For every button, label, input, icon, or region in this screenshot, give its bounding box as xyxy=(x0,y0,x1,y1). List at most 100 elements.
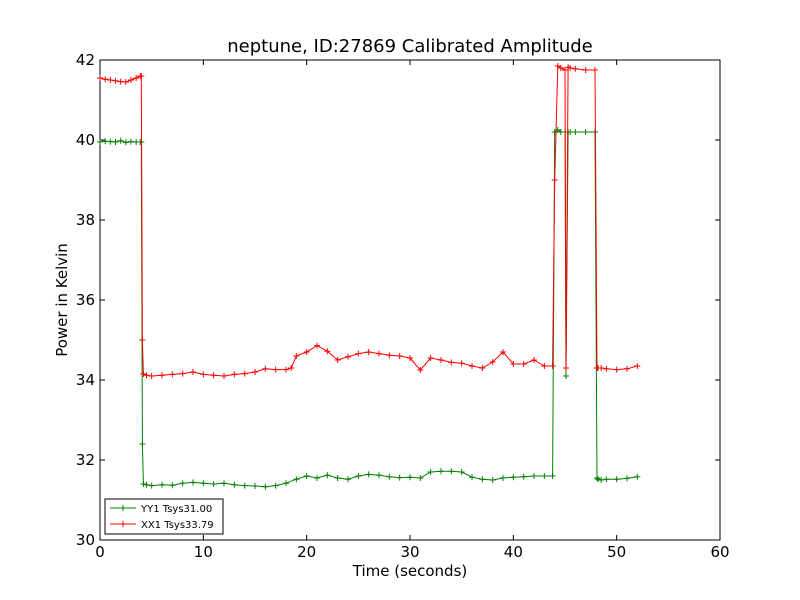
chart-title: neptune, ID:27869 Calibrated Amplitude xyxy=(227,36,593,57)
data-point xyxy=(510,361,517,367)
legend-entry: XX1 Tsys33.79 xyxy=(110,520,214,531)
data-point xyxy=(221,480,227,487)
data-point xyxy=(572,129,579,135)
data-point xyxy=(549,473,556,479)
data-point xyxy=(139,337,146,343)
data-point xyxy=(489,359,496,365)
data-point xyxy=(200,371,207,378)
series-layer xyxy=(97,63,641,490)
data-point xyxy=(355,473,362,479)
data-point xyxy=(613,366,620,373)
x-tick-label: 0 xyxy=(95,543,105,561)
data-point xyxy=(314,475,320,481)
x-tick-label: 50 xyxy=(607,543,626,561)
data-point xyxy=(386,473,393,480)
data-point xyxy=(143,372,150,379)
data-point xyxy=(122,79,129,85)
data-point xyxy=(603,476,610,483)
data-point xyxy=(283,480,289,487)
data-point xyxy=(190,369,196,375)
data-point xyxy=(448,468,455,475)
data-point xyxy=(613,476,620,483)
legend-marker xyxy=(120,505,126,511)
data-point xyxy=(500,349,506,355)
data-point xyxy=(489,477,496,483)
data-point xyxy=(107,138,114,145)
data-point xyxy=(376,472,382,479)
data-point xyxy=(107,77,114,83)
y-tick-label: 38 xyxy=(76,211,95,229)
data-point xyxy=(376,350,382,357)
data-point xyxy=(510,474,517,481)
data-point xyxy=(427,355,434,361)
data-point xyxy=(567,129,574,135)
data-point xyxy=(112,77,119,84)
data-point xyxy=(365,349,372,355)
data-point xyxy=(314,342,320,349)
data-point xyxy=(117,137,124,144)
data-point xyxy=(128,138,134,145)
data-point xyxy=(386,352,393,359)
legend-label: XX1 Tsys33.79 xyxy=(141,520,214,531)
x-axis-ticks: 0 10 20 30 40 50 60 xyxy=(95,60,730,561)
data-point xyxy=(345,353,351,360)
data-point xyxy=(334,475,341,481)
data-point xyxy=(169,482,176,489)
data-point xyxy=(469,363,475,369)
data-point xyxy=(97,75,103,81)
data-point xyxy=(190,479,196,486)
data-point xyxy=(179,370,186,377)
data-point xyxy=(407,355,413,361)
data-point xyxy=(591,67,598,73)
legend-box xyxy=(104,498,224,535)
data-point xyxy=(241,370,248,377)
data-point xyxy=(417,475,424,481)
y-tick-label: 30 xyxy=(76,531,95,549)
data-point xyxy=(293,476,300,483)
data-point xyxy=(458,469,465,475)
legend-entries: YY1 Tsys31.00 XX1 Tsys33.79 xyxy=(110,504,214,531)
data-point xyxy=(563,373,570,379)
data-point xyxy=(549,363,556,369)
y-axis-label: Power in Kelvin xyxy=(53,243,71,357)
data-point xyxy=(262,483,269,490)
data-point xyxy=(148,373,155,379)
x-tick-label: 30 xyxy=(400,543,419,561)
data-point xyxy=(112,139,119,145)
data-point xyxy=(143,481,150,488)
data-point xyxy=(541,363,548,369)
legend-marker xyxy=(120,521,126,527)
data-point xyxy=(355,350,362,357)
data-point xyxy=(427,469,434,475)
data-point xyxy=(148,482,155,489)
x-tick-label: 20 xyxy=(297,543,316,561)
data-point xyxy=(288,365,295,371)
data-point xyxy=(138,73,145,79)
data-point xyxy=(210,481,217,487)
data-point xyxy=(407,474,413,481)
data-point xyxy=(438,468,444,475)
data-point xyxy=(210,372,217,379)
x-axis-label: Time (seconds) xyxy=(352,562,468,580)
data-point xyxy=(563,365,570,371)
data-point xyxy=(598,365,605,371)
data-point xyxy=(417,367,424,373)
data-point xyxy=(102,76,109,83)
data-point xyxy=(140,371,147,377)
data-point xyxy=(159,481,165,488)
data-point xyxy=(551,177,558,183)
data-point xyxy=(582,67,589,73)
data-point xyxy=(252,483,258,489)
data-point xyxy=(557,65,564,71)
y-axis-ticks: 30 32 34 36 38 40 42 xyxy=(76,51,720,549)
data-point xyxy=(221,373,227,379)
data-point xyxy=(283,366,289,373)
y-tick-label: 42 xyxy=(76,51,95,69)
data-point xyxy=(169,371,176,378)
data-point xyxy=(334,357,341,363)
data-point xyxy=(396,474,403,481)
data-point xyxy=(448,359,455,366)
data-point xyxy=(551,129,558,135)
data-point xyxy=(97,139,103,145)
data-point xyxy=(102,138,109,145)
